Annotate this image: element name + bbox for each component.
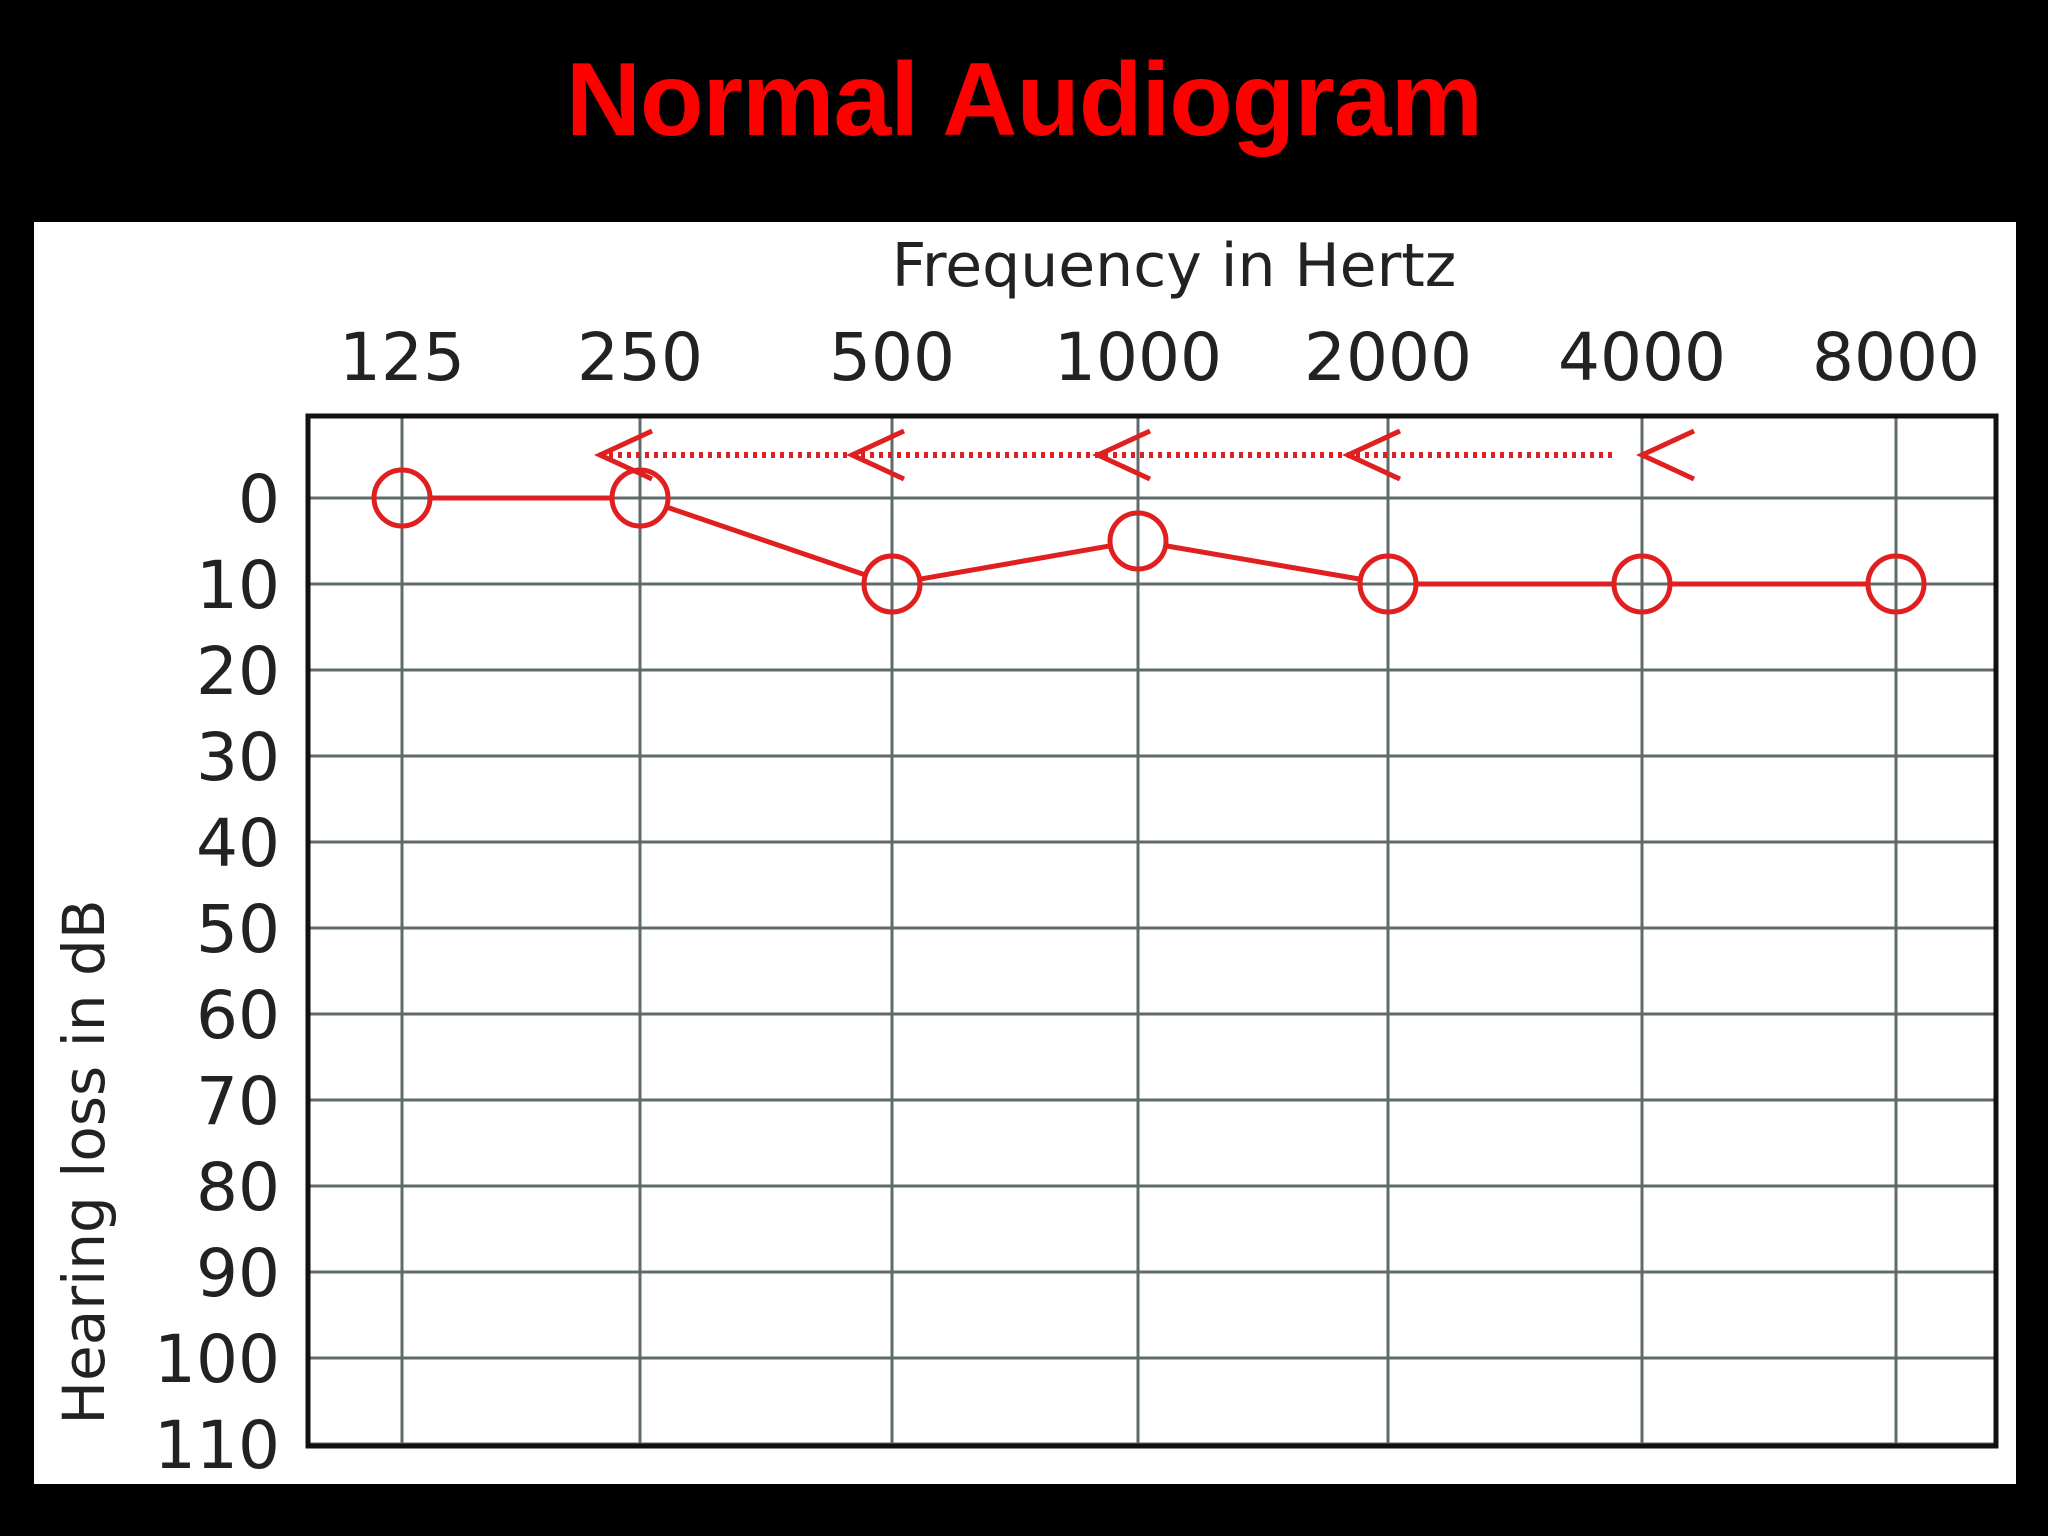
audiogram-chart: Frequency in Hertz Hearing loss in dB 12… <box>50 231 1999 1484</box>
plot-frame <box>305 413 1999 1449</box>
y-tick-label: 10 <box>196 547 280 624</box>
series-air-conduction <box>371 467 1927 615</box>
data-point <box>1611 553 1673 615</box>
data-point <box>371 467 433 529</box>
data-point <box>1357 553 1419 615</box>
x-tick-label: 2000 <box>1304 319 1472 396</box>
y-tick-label: 20 <box>196 633 280 710</box>
data-point <box>1107 510 1169 572</box>
y-tick-label: 0 <box>238 461 280 538</box>
series-line-segment <box>1165 543 1361 582</box>
data-point <box>861 553 923 615</box>
x-axis-label: Frequency in Hertz <box>892 231 1457 301</box>
y-tick-label: 70 <box>196 1063 280 1140</box>
data-point <box>609 467 671 529</box>
masking-arrows <box>594 428 1696 482</box>
slide-title: Normal Audiogram <box>565 42 1483 158</box>
x-tick-label: 1000 <box>1054 319 1222 396</box>
grid <box>308 416 1996 1446</box>
arrow-head <box>1092 428 1152 482</box>
x-tick-label: 4000 <box>1558 319 1726 396</box>
y-tick-label: 110 <box>154 1407 280 1484</box>
x-tick-label: 8000 <box>1812 319 1980 396</box>
arrow-head <box>1342 428 1402 482</box>
y-tick-label: 60 <box>196 977 280 1054</box>
x-tick-label: 500 <box>829 319 955 396</box>
y-tick-label: 40 <box>196 805 280 882</box>
x-tick-label: 125 <box>339 319 465 396</box>
series-line-segment <box>665 504 867 578</box>
series-line-segment <box>919 543 1111 582</box>
y-tick-label: 90 <box>196 1235 280 1312</box>
arrow-head <box>846 428 906 482</box>
x-tick-label: 250 <box>577 319 703 396</box>
y-tick-label: 50 <box>196 891 280 968</box>
y-tick-label: 80 <box>196 1149 280 1226</box>
x-tick-labels: 125 250 500 1000 2000 4000 8000 <box>339 319 1980 396</box>
y-tick-labels: 0 10 20 30 40 50 60 70 80 90 100 110 <box>154 461 280 1484</box>
y-tick-label: 30 <box>196 719 280 796</box>
data-point <box>1865 553 1927 615</box>
chart-panel: Frequency in Hertz Hearing loss in dB 12… <box>34 222 2016 1484</box>
y-axis-label: Hearing loss in dB <box>50 899 118 1424</box>
y-tick-label: 100 <box>154 1321 280 1398</box>
arrow-head <box>1636 428 1696 482</box>
